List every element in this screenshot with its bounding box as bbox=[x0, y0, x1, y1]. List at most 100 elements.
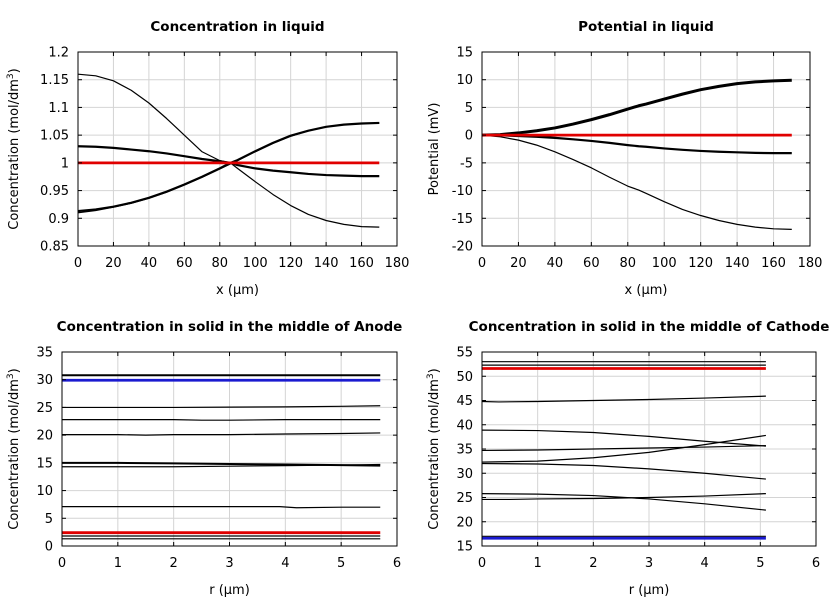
chart-title: Potential in liquid bbox=[578, 19, 714, 35]
y-tick-label: 1 bbox=[61, 156, 69, 171]
series-line-a4 bbox=[62, 419, 381, 421]
x-tick-label: 0 bbox=[74, 256, 82, 271]
x-tick-label: 2 bbox=[589, 556, 597, 571]
x-tick-label: 40 bbox=[547, 256, 564, 271]
series-line-t-C bbox=[77, 121, 380, 213]
x-tick-label: 100 bbox=[243, 256, 268, 271]
x-tick-label: 160 bbox=[349, 256, 374, 271]
y-tick-label: 15 bbox=[36, 456, 53, 471]
x-tick-label: 160 bbox=[761, 256, 786, 271]
y-tick-label: 1.2 bbox=[48, 46, 69, 61]
x-tick-label: 180 bbox=[798, 256, 823, 271]
y-axis-label: Concentration (mol/dm3) bbox=[426, 368, 442, 530]
x-tick-label: 4 bbox=[701, 556, 709, 571]
x-tick-label: 0 bbox=[58, 556, 66, 571]
chart-panel-liquid-concentration: 0 20 40 60 80 100 120 140 160 180 0.85 0.9 0.95 1 1.05… bbox=[6, 19, 409, 298]
y-tick-label: 5 bbox=[465, 101, 473, 116]
x-tick-label: 100 bbox=[652, 256, 677, 271]
y-tick-label: 1.05 bbox=[40, 129, 69, 144]
x-tick-label: 60 bbox=[176, 256, 193, 271]
y-tick-label: -10 bbox=[452, 184, 473, 199]
chart-title: Concentration in solid in the middle of … bbox=[57, 319, 403, 335]
series-line-t-B bbox=[481, 134, 792, 155]
x-axis-label: r (µm) bbox=[629, 583, 670, 598]
x-tick-label: 5 bbox=[756, 556, 764, 571]
series-line-t-A bbox=[481, 78, 792, 137]
series-line-t-D bbox=[77, 122, 380, 214]
y-tick-label: 25 bbox=[36, 401, 53, 416]
y-tick-label: 0.9 bbox=[48, 212, 69, 227]
x-tick-label: 6 bbox=[393, 556, 401, 571]
y-tick-label: 35 bbox=[456, 443, 473, 458]
series-line-c7 bbox=[481, 434, 766, 463]
chart-title: Concentration in solid in the middle of … bbox=[469, 319, 830, 335]
x-axis-label: x (µm) bbox=[216, 283, 259, 298]
y-tick-label: 20 bbox=[456, 515, 473, 530]
y-tick-label: 40 bbox=[456, 418, 473, 433]
series-line-a8 bbox=[62, 506, 381, 509]
y-tick-label: 0 bbox=[465, 129, 473, 144]
y-tick-label: -5 bbox=[460, 156, 473, 171]
y-tick-label: 55 bbox=[456, 346, 473, 361]
x-tick-label: 180 bbox=[385, 256, 410, 271]
series-line-t-C bbox=[481, 134, 792, 230]
x-axis-label: r (µm) bbox=[209, 583, 250, 598]
y-tick-label: 0.85 bbox=[40, 240, 69, 255]
x-tick-label: 140 bbox=[725, 256, 750, 271]
x-tick-label: 3 bbox=[645, 556, 653, 571]
y-tick-label: 1.15 bbox=[40, 73, 69, 88]
chart-panel-anode-solid: 0 1 2 3 4 5 6 0 5 10 15 20 25 30 35 Concentration in so… bbox=[6, 319, 402, 598]
x-tick-label: 120 bbox=[688, 256, 713, 271]
y-tick-label: 25 bbox=[456, 491, 473, 506]
y-tick-label: 10 bbox=[36, 484, 53, 499]
series-line-c4 bbox=[481, 395, 766, 403]
y-tick-label: 15 bbox=[456, 540, 473, 555]
x-tick-label: 6 bbox=[812, 556, 820, 571]
x-tick-label: 1 bbox=[114, 556, 122, 571]
plot-frame bbox=[481, 51, 811, 247]
y-tick-label: 30 bbox=[456, 467, 473, 482]
x-tick-label: 0 bbox=[478, 256, 486, 271]
y-tick-label: 15 bbox=[456, 46, 473, 61]
plot-frame bbox=[77, 51, 398, 247]
y-axis-label: Concentration (mol/dm3) bbox=[6, 368, 22, 530]
series-line-a5 bbox=[62, 432, 381, 436]
x-tick-label: 60 bbox=[583, 256, 600, 271]
x-tick-label: 2 bbox=[170, 556, 178, 571]
series-line-c5 bbox=[481, 429, 766, 447]
y-axis-label: Potential (mV) bbox=[427, 103, 442, 196]
series-line-a7 bbox=[62, 463, 381, 468]
series-line-a3 bbox=[62, 405, 381, 409]
y-tick-label: 45 bbox=[456, 394, 473, 409]
x-tick-label: 4 bbox=[281, 556, 289, 571]
y-axis-label: Concentration (mol/dm3) bbox=[6, 68, 22, 230]
x-tick-label: 80 bbox=[212, 256, 229, 271]
x-tick-label: 80 bbox=[620, 256, 637, 271]
series-line-t-B bbox=[77, 145, 380, 178]
y-tick-label: -20 bbox=[452, 240, 473, 255]
x-tick-label: 1 bbox=[534, 556, 542, 571]
x-tick-label: 20 bbox=[105, 256, 122, 271]
y-tick-label: 35 bbox=[36, 346, 53, 361]
x-axis-label: x (µm) bbox=[625, 283, 668, 298]
x-tick-label: 120 bbox=[278, 256, 303, 271]
chart-panel-liquid-potential: 0 20 40 60 80 100 120 140 160 180 -20 -15 -10 -5 0 5 10 1… bbox=[427, 19, 822, 298]
y-tick-label: 0 bbox=[45, 540, 53, 555]
y-tick-label: 20 bbox=[36, 429, 53, 444]
x-tick-label: 40 bbox=[141, 256, 158, 271]
y-tick-label: 30 bbox=[36, 373, 53, 388]
x-tick-label: 140 bbox=[314, 256, 339, 271]
series-line-c9 bbox=[481, 493, 766, 511]
series-line-c10 bbox=[482, 493, 766, 501]
y-tick-label: -15 bbox=[452, 212, 473, 227]
y-tick-label: 10 bbox=[456, 73, 473, 88]
y-tick-label: 1.1 bbox=[48, 101, 69, 116]
x-tick-label: 0 bbox=[478, 556, 486, 571]
series-line-c6 bbox=[481, 445, 766, 452]
x-tick-label: 5 bbox=[337, 556, 345, 571]
y-tick-label: 0.95 bbox=[40, 184, 69, 199]
y-tick-label: 50 bbox=[456, 370, 473, 385]
x-tick-label: 3 bbox=[225, 556, 233, 571]
